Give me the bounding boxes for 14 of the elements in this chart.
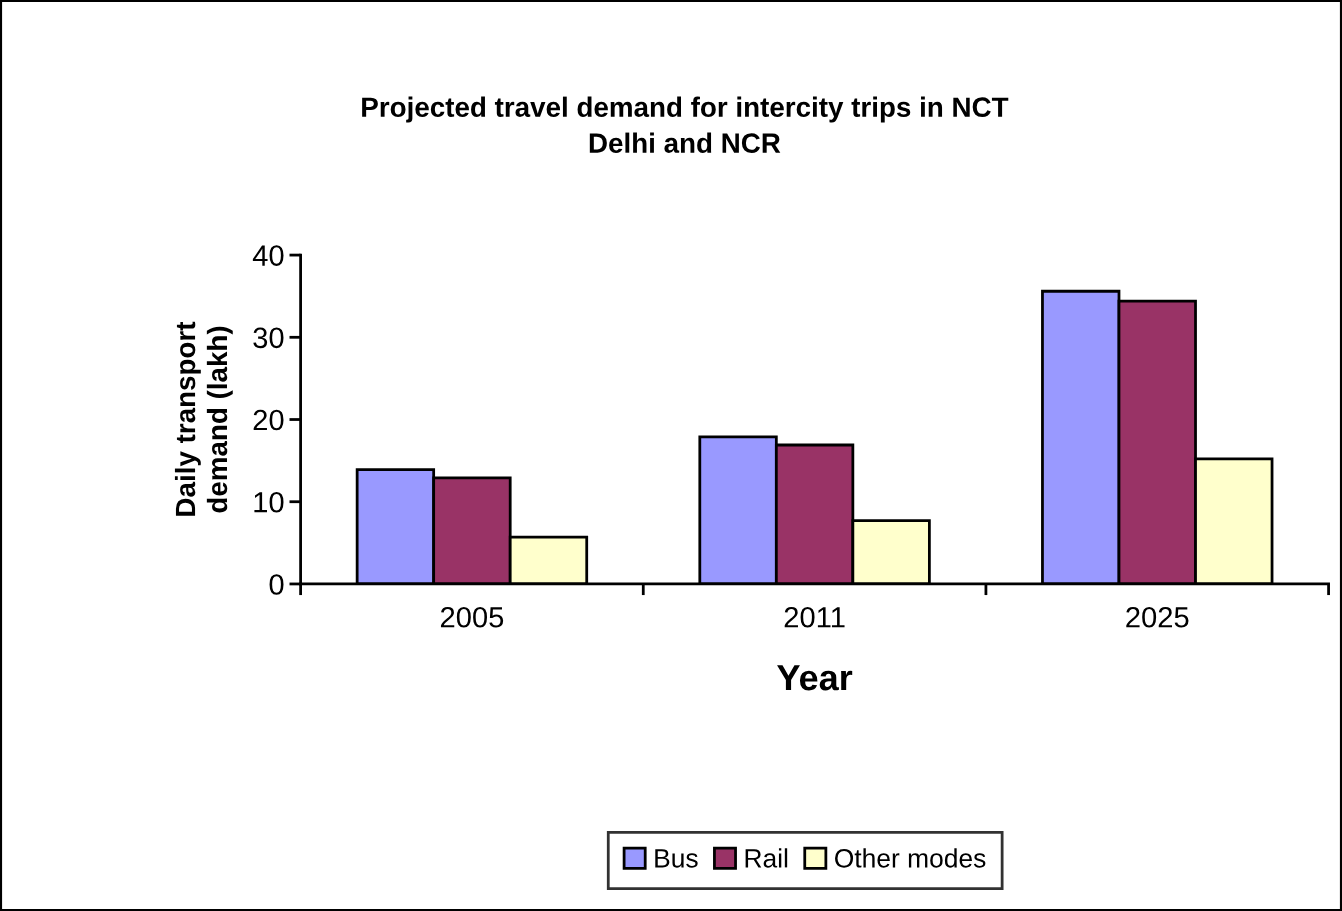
x-tick-label: 2005 (440, 606, 504, 628)
legend-label: Other modes (835, 848, 986, 868)
y-tick-label: 30 (253, 327, 284, 349)
x-axis-title: Year (777, 665, 853, 691)
y-axis-title: Daily transport demand (lakh) (174, 321, 233, 516)
legend-label: Rail (745, 848, 788, 868)
y-tick-label: 40 (252, 245, 284, 266)
x-tick-label: 2025 (1126, 606, 1189, 628)
chart-title: Projected travel demand for intercity trips in NCT Delhi and NCR (362, 96, 1009, 153)
y-tick-label: 0 (269, 574, 284, 595)
y-tick-label: 10 (254, 491, 284, 513)
y-tick-label: 20 (253, 409, 284, 431)
legend-label: Bus (655, 849, 698, 868)
x-tick-label: 2011 (784, 606, 845, 628)
